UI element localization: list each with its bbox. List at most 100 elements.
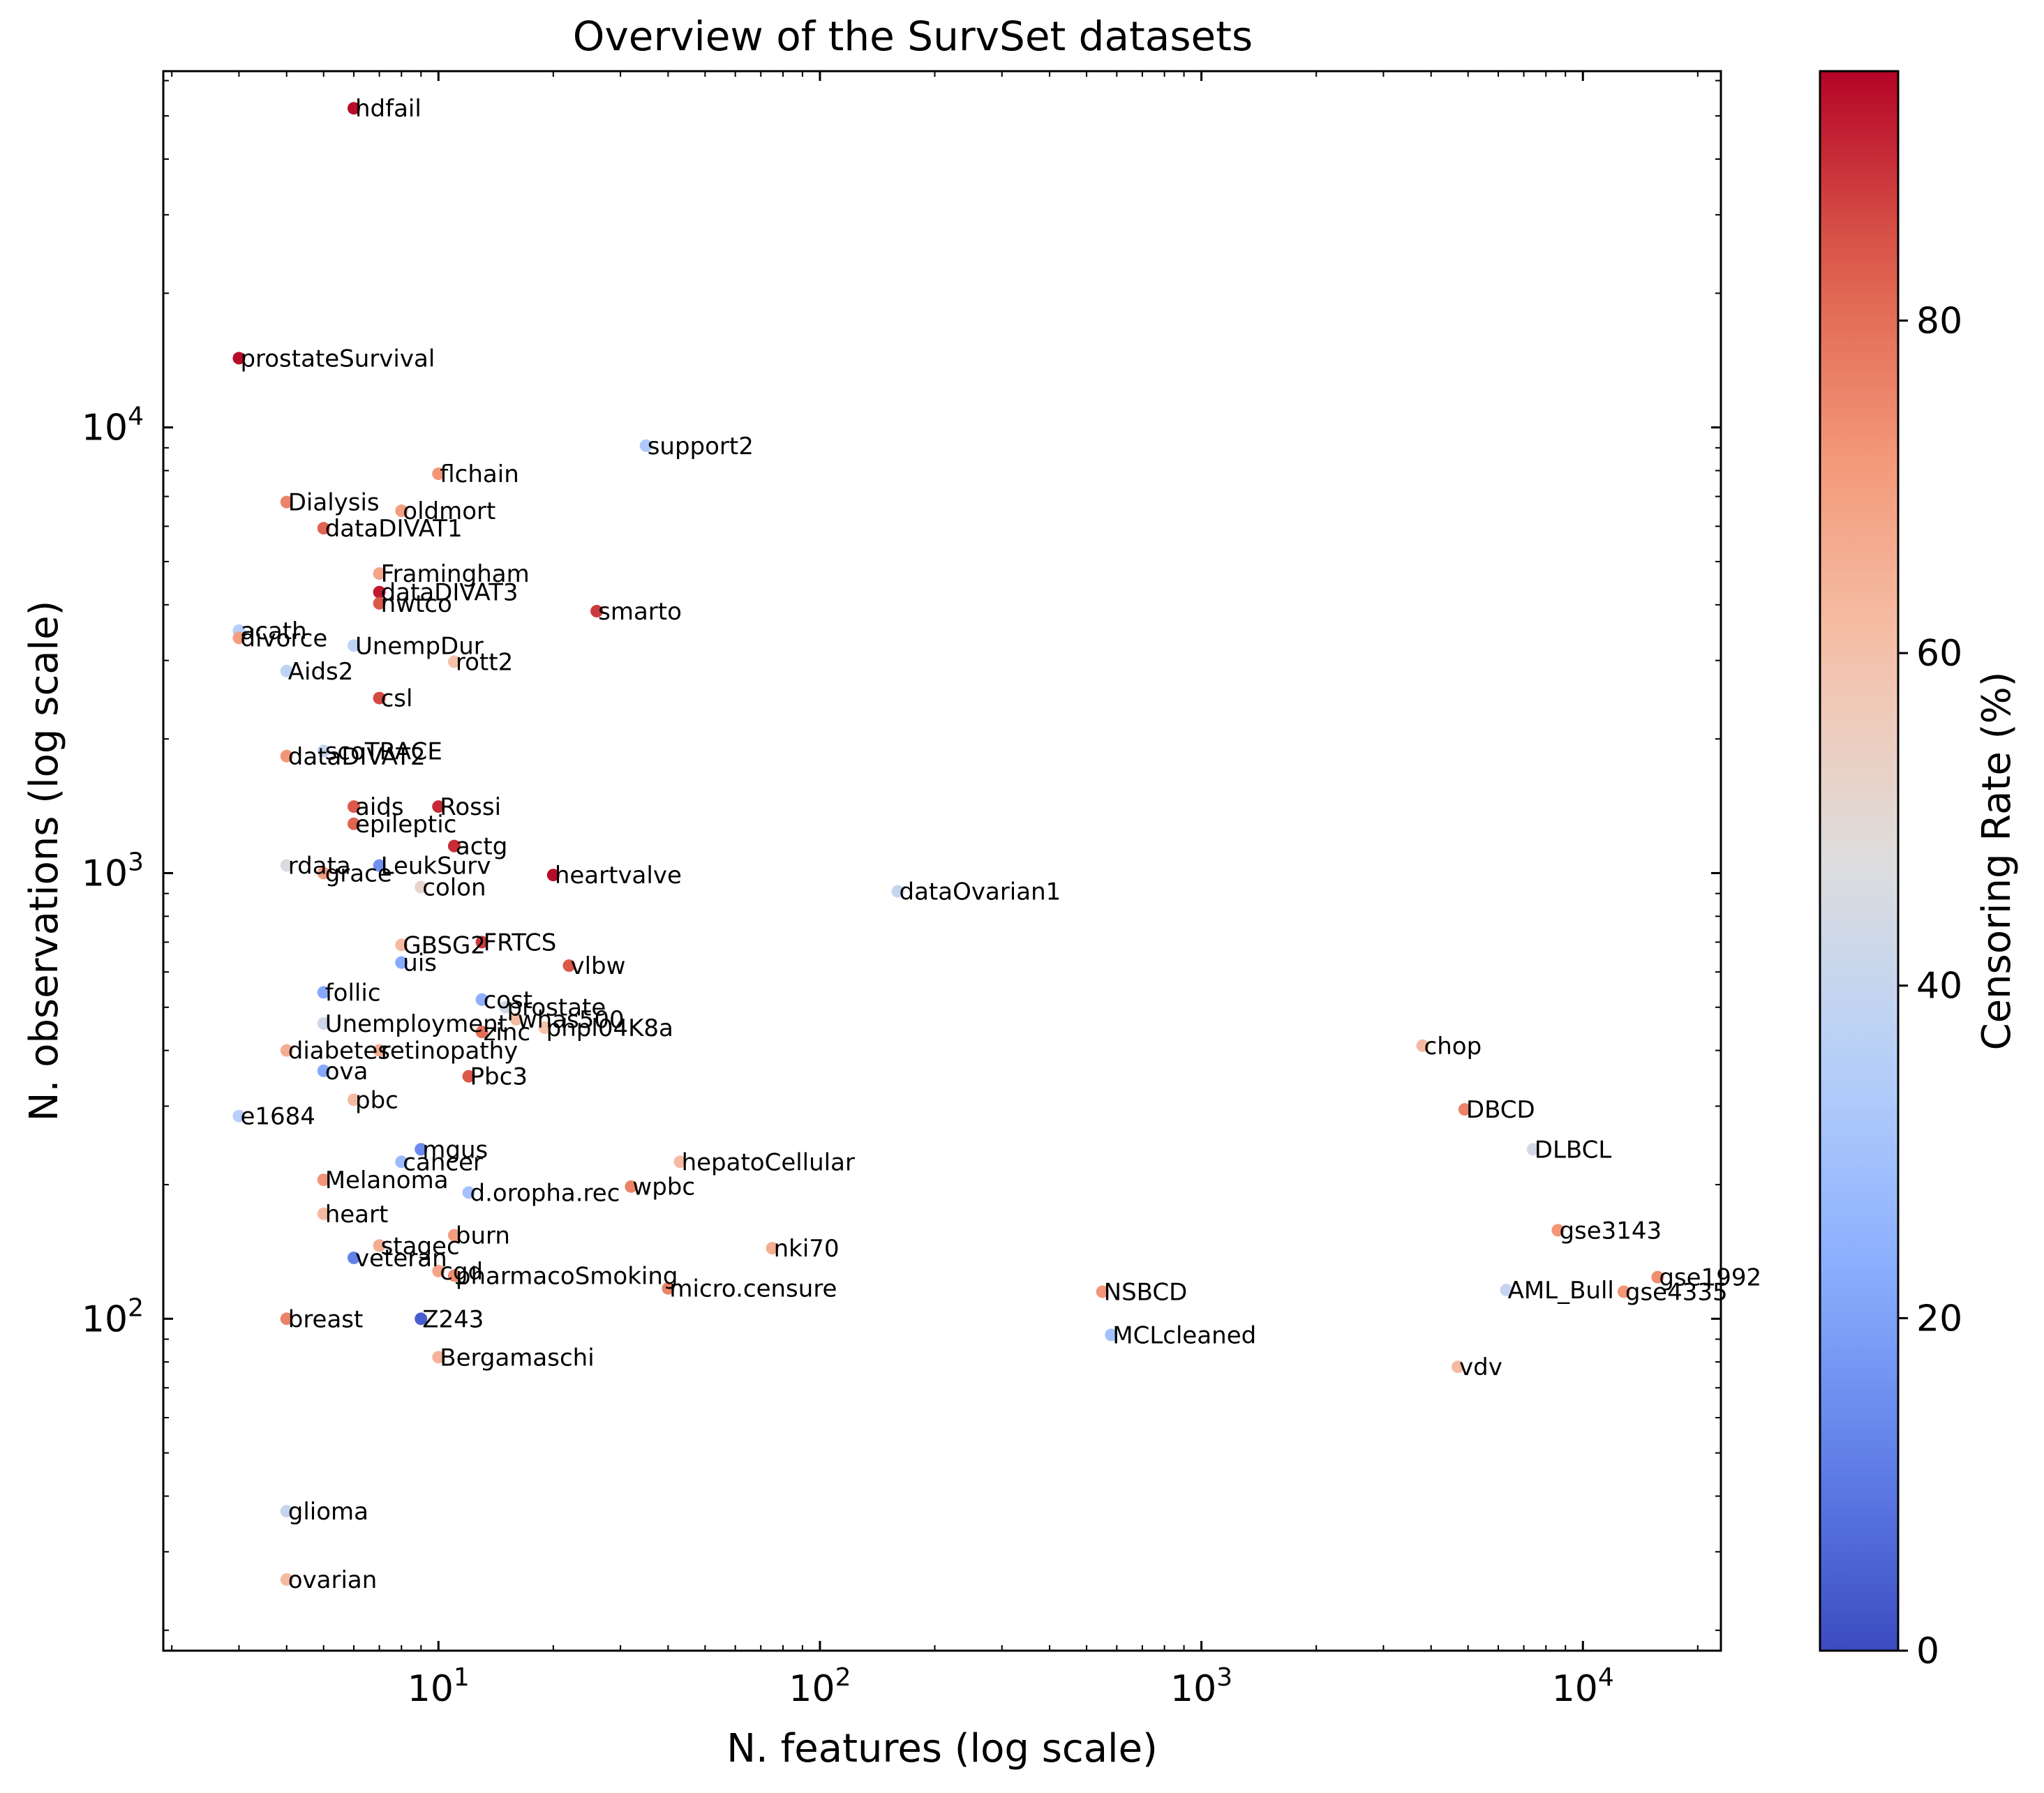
point-label: dataOvarian1	[900, 878, 1061, 906]
data-point	[475, 993, 488, 1006]
data-point	[475, 936, 488, 949]
point-label: heartvalve	[555, 862, 682, 890]
point-label: oldmort	[403, 497, 495, 525]
data-point	[373, 1239, 386, 1252]
data-point	[1651, 1270, 1664, 1284]
data-point	[395, 938, 408, 952]
point-label: flchain	[440, 460, 519, 488]
data-point	[348, 102, 361, 115]
data-point	[280, 859, 293, 872]
data-point	[280, 495, 293, 509]
data-point	[562, 959, 576, 973]
data-point	[415, 1312, 428, 1326]
colorbar-title: Censoring Rate (%)	[1974, 671, 2020, 1050]
data-point	[1105, 1328, 1118, 1342]
data-point	[499, 1000, 512, 1014]
point-label: DLBCL	[1535, 1136, 1612, 1164]
data-point	[509, 1012, 523, 1026]
data-point	[280, 664, 293, 677]
data-point	[317, 522, 330, 535]
data-point	[280, 1044, 293, 1057]
chart-title: Overview of the SurvSet datasets	[573, 13, 1253, 60]
colorbar	[1819, 70, 1900, 1652]
point-label: uis	[403, 950, 437, 977]
y-tick-label: 104	[82, 403, 144, 449]
point-label: breast	[288, 1305, 364, 1333]
point-label: acath	[240, 617, 306, 645]
point-label: diabetes	[288, 1037, 390, 1065]
data-point	[373, 691, 386, 705]
data-point	[462, 1186, 475, 1199]
data-point	[280, 749, 293, 763]
point-label: ova	[325, 1058, 368, 1086]
point-label: burn	[456, 1222, 510, 1250]
data-point	[1452, 1360, 1465, 1374]
point-label: MCLcleaned	[1112, 1321, 1256, 1349]
data-point	[280, 1312, 293, 1326]
point-label: veteran	[355, 1245, 447, 1273]
data-point	[662, 1282, 675, 1295]
data-point	[415, 880, 428, 894]
point-label: gse4335	[1625, 1278, 1728, 1306]
point-label: csl	[381, 685, 413, 713]
data-point	[673, 1155, 687, 1169]
point-label: actg	[456, 833, 507, 861]
data-point	[317, 744, 330, 758]
data-point	[317, 1016, 330, 1030]
data-point	[639, 439, 652, 452]
point-label: wpbc	[632, 1173, 695, 1201]
colorbar-tick-label: 0	[1916, 1630, 1939, 1672]
point-labels: hdfail prostateSurvival support2 flchain Dia…	[240, 95, 1761, 1594]
data-point	[348, 1251, 361, 1264]
point-label: e1684	[240, 1103, 315, 1131]
data-points	[232, 102, 1664, 1586]
point-label: dataDIVAT2	[288, 743, 426, 771]
point-label: AML_Bull	[1508, 1277, 1614, 1305]
colorbar-tick-label: 80	[1916, 300, 1962, 342]
data-point	[766, 1242, 779, 1255]
point-label: Framingham	[381, 560, 530, 588]
point-label: epileptic	[355, 811, 456, 839]
point-label: retinopathy	[381, 1037, 519, 1065]
data-point	[395, 504, 408, 518]
data-point	[625, 1180, 638, 1193]
data-point	[432, 1351, 445, 1364]
point-label: FRTCS	[484, 929, 557, 956]
point-label: Dialysis	[288, 489, 380, 517]
colorbar-tick-label: 20	[1916, 1298, 1962, 1340]
data-point	[1458, 1103, 1471, 1116]
data-point	[317, 867, 330, 880]
data-point	[1416, 1039, 1429, 1052]
data-point	[317, 1064, 330, 1077]
point-label: Melanoma	[325, 1166, 449, 1194]
data-point	[432, 467, 445, 481]
y-axis-title: N. observations (log scale)	[22, 601, 67, 1122]
point-label: Bergamaschi	[440, 1344, 594, 1372]
point-label: hepatoCellular	[682, 1148, 855, 1176]
point-label: support2	[648, 433, 754, 460]
colorbar-tick-label: 40	[1916, 966, 1962, 1007]
point-label: Pbc3	[470, 1063, 528, 1091]
point-label: dataDIVAT1	[325, 515, 463, 543]
point-label: pharmacoSmoking	[456, 1262, 678, 1290]
data-point	[395, 1155, 408, 1169]
point-label: cancer	[403, 1148, 483, 1176]
point-label: dataDIVAT3	[381, 579, 519, 607]
colorbar-ticks: 0 20 40 60 80	[1898, 300, 1962, 1672]
data-point	[348, 817, 361, 830]
x-axis-title: N. features (log scale)	[726, 1726, 1158, 1771]
point-label: cgd	[440, 1258, 483, 1286]
point-label: mgus	[422, 1136, 488, 1164]
axis-ticks: 101 102 103 104 102 103 104	[82, 71, 1721, 1710]
point-label: nki70	[774, 1235, 840, 1263]
point-label: hdfail	[355, 95, 422, 123]
data-point	[232, 352, 246, 365]
point-label: grace	[325, 860, 392, 887]
data-point	[1500, 1284, 1513, 1297]
point-label: vdv	[1459, 1353, 1502, 1381]
data-point	[447, 1229, 461, 1242]
data-point	[373, 567, 386, 580]
data-point	[1551, 1224, 1565, 1237]
point-label: Rossi	[440, 793, 501, 821]
